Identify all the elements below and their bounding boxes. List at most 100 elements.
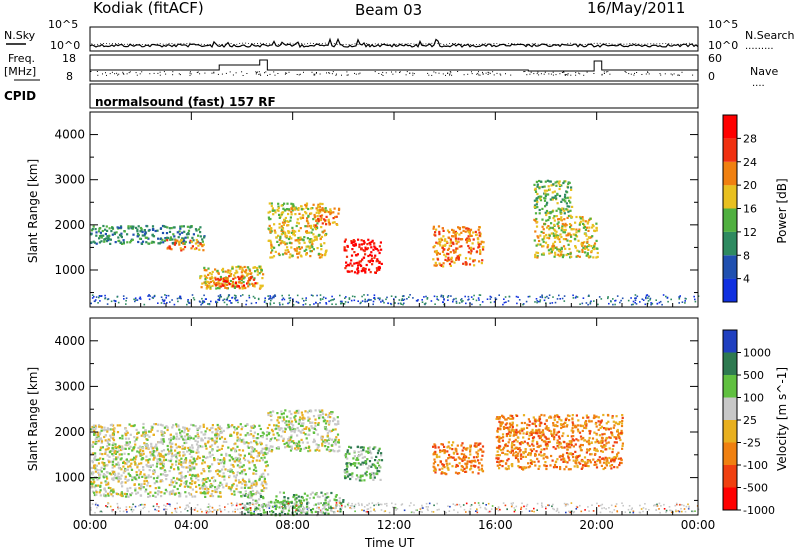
data-cell [275,447,278,450]
data-cell [300,438,303,441]
data-cell [118,453,121,456]
data-cell [462,229,465,232]
data-cell [438,241,441,244]
data-cell [173,303,176,306]
data-cell [372,447,375,450]
data-cell [106,439,109,443]
data-cell [560,235,563,239]
data-cell [582,416,585,419]
data-cell [390,302,392,305]
data-cell [306,237,309,240]
data-cell [118,437,122,440]
data-cell [555,209,558,212]
nave-point [463,74,465,76]
data-cell [237,425,240,428]
cpid-panel-frame [89,83,699,109]
data-cell [166,236,169,239]
data-cell [151,296,154,299]
data-cell [154,491,157,494]
data-cell [377,460,380,463]
data-cell [129,494,132,497]
data-cell [244,483,247,486]
data-cell [586,253,589,257]
data-cell [224,468,227,471]
data-cell [237,439,240,442]
data-cell [162,438,165,441]
data-cell [168,469,171,473]
data-cell [254,270,257,273]
data-cell [105,483,108,486]
nave-point [347,74,349,76]
data-cell [277,202,280,205]
data-cell [241,472,244,475]
data-cell [144,475,147,478]
data-cell [350,270,353,273]
data-cell [609,436,612,439]
data-cell [281,227,285,230]
data-cell [540,448,543,451]
data-cell [339,300,342,303]
data-cell [228,283,231,286]
data-cell [119,241,122,244]
data-cell [125,458,128,461]
data-cell [550,430,553,433]
data-cell [588,420,591,423]
data-cell [357,450,360,454]
data-cell [158,452,161,456]
data-cell [299,430,302,433]
data-cell [323,210,327,214]
data-cell [121,434,124,437]
data-cell [240,486,243,489]
data-cell [447,247,451,250]
data-cell [103,467,106,471]
data-cell [205,298,207,300]
data-cell [287,438,290,441]
data-cell [260,483,263,486]
data-cell [554,251,557,254]
data-cell [585,302,588,304]
data-cell [323,218,326,221]
data-cell [296,252,299,255]
data-cell [99,448,102,452]
data-cell [433,264,436,267]
data-cell [520,441,523,444]
data-cell [685,298,687,300]
data-cell [226,427,229,430]
ytick-label: 3000 [54,173,85,187]
data-cell [308,446,311,449]
data-cell [538,212,541,215]
data-cell [577,230,580,233]
data-cell [361,456,364,459]
data-cell [261,447,264,450]
data-cell [357,264,360,267]
data-cell [509,424,512,427]
data-cell [289,219,292,222]
data-cell [432,445,435,448]
nave-point [564,74,566,75]
data-cell [120,453,123,456]
data-cell [557,446,560,449]
nave-point [285,72,287,74]
data-cell [331,295,333,298]
data-cell [535,298,538,300]
data-cell [678,296,680,298]
data-cell [94,484,97,487]
data-cell [226,303,228,306]
data-cell [258,424,261,427]
data-cell [269,239,272,242]
data-cell [213,439,216,442]
data-cell [274,231,277,234]
data-cell [613,436,616,439]
data-cell [256,437,259,440]
data-cell [264,461,267,464]
data-cell [285,423,288,426]
data-cell [240,282,243,285]
data-cell [109,428,112,431]
data-cell [475,233,478,237]
data-cell [620,299,622,302]
data-cell [205,287,208,290]
data-cell [364,300,366,303]
data-cell [206,489,209,492]
data-cell [438,455,441,458]
data-cell [284,409,287,412]
